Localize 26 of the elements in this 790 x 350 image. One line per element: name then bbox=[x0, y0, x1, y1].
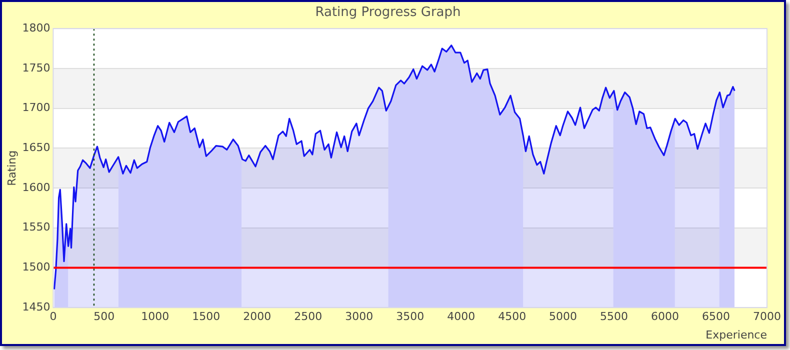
x-tick-label: 3000 bbox=[345, 310, 374, 324]
y-axis-title: Rating bbox=[5, 150, 18, 186]
x-tick-label: 2500 bbox=[294, 310, 322, 324]
x-tick-label: 1500 bbox=[192, 310, 220, 324]
x-tick-label: 1000 bbox=[141, 310, 170, 324]
y-tick-label: 1600 bbox=[22, 180, 50, 194]
chart-title: Rating Progress Graph bbox=[315, 5, 461, 20]
x-tick-label: 500 bbox=[94, 310, 115, 324]
y-tick-label: 1550 bbox=[22, 220, 50, 234]
x-tick-label: 6500 bbox=[702, 310, 730, 324]
x-tick-label: 5500 bbox=[600, 310, 628, 324]
x-tick-label: 7000 bbox=[753, 310, 782, 324]
x-tick-label: 0 bbox=[50, 310, 57, 324]
y-tick-label: 1750 bbox=[22, 61, 50, 74]
x-tick-label: 4000 bbox=[447, 310, 476, 324]
y-tick-label: 1500 bbox=[22, 260, 50, 274]
x-axis-title: Experience bbox=[706, 328, 768, 342]
x-tick-label: 3500 bbox=[396, 310, 424, 324]
y-tick-label: 1700 bbox=[22, 101, 50, 114]
y-tick-label: 1650 bbox=[22, 141, 50, 154]
y-tick-label: 1800 bbox=[22, 21, 50, 34]
y-tick-label: 1450 bbox=[22, 300, 50, 314]
x-tick-label: 4500 bbox=[498, 310, 526, 324]
x-tick-label: 2000 bbox=[243, 310, 272, 324]
x-tick-label: 6000 bbox=[651, 310, 680, 324]
x-tick-label: 5000 bbox=[549, 310, 578, 324]
